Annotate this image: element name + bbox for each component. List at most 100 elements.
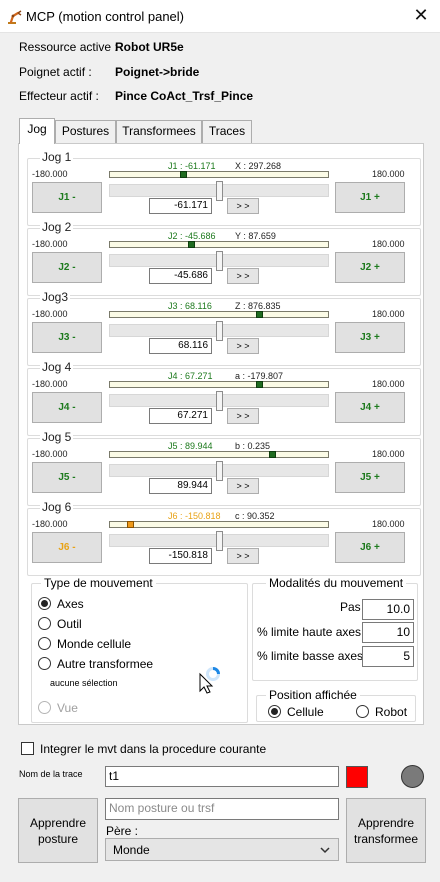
joint-position-marker	[127, 521, 134, 528]
jog-target-value[interactable]: -45.686	[149, 268, 212, 284]
high-limit-input[interactable]: 10	[362, 622, 414, 643]
jog-slider[interactable]	[109, 461, 329, 481]
jog-go-button[interactable]: > >	[227, 268, 259, 284]
radio-monde-cellule-label: Monde cellule	[57, 637, 132, 651]
radio-outil[interactable]	[38, 617, 51, 630]
jog-1-minus-button[interactable]: J1 -	[32, 182, 102, 213]
jog-5-minus-button[interactable]: J5 -	[32, 462, 102, 493]
radio-cellule-label: Cellule	[287, 705, 324, 719]
loading-spinner-icon	[206, 667, 220, 681]
jog-slider-thumb[interactable]	[216, 321, 223, 341]
jog-target-value[interactable]: 68.116	[149, 338, 212, 354]
jog-2-minus-button[interactable]: J2 -	[32, 252, 102, 283]
jog-slider[interactable]	[109, 321, 329, 341]
learn-transform-button[interactable]: Apprendre transformee	[346, 798, 426, 863]
cartesian-readout: b : 0.235	[235, 441, 271, 451]
jog-min-label: -180.000	[32, 239, 68, 249]
jog-group-2: Jog 2 -180.000 180.000 J2 - J2 + J2 : -4…	[27, 220, 421, 296]
jog-3-minus-button[interactable]: J3 -	[32, 322, 102, 353]
joint-position-bar	[109, 451, 329, 458]
radio-autre-transformee[interactable]	[38, 657, 51, 670]
effector-value: Pince CoAct_Trsf_Pince	[115, 89, 254, 103]
high-limit-label: % limite haute axes	[257, 625, 362, 639]
jog-min-label: -180.000	[32, 519, 68, 529]
joint-position-bar	[109, 171, 329, 178]
integrate-checkbox[interactable]	[21, 742, 34, 755]
tab-transformees[interactable]: Transformees	[116, 120, 202, 143]
jog-group-5: Jog 5 -180.000 180.000 J5 - J5 + J5 : 89…	[27, 430, 421, 506]
jog-slider-thumb[interactable]	[216, 531, 223, 551]
joint-position-marker	[180, 171, 187, 178]
jog-6-minus-button[interactable]: J6 -	[32, 532, 102, 563]
radio-vue	[38, 701, 51, 714]
jog-slider[interactable]	[109, 251, 329, 271]
low-limit-label: % limite basse axes	[257, 649, 364, 663]
jog-2-plus-button[interactable]: J2 +	[335, 252, 405, 283]
radio-cellule[interactable]	[268, 705, 281, 718]
radio-outil-label: Outil	[57, 617, 82, 631]
tab-traces[interactable]: Traces	[202, 120, 252, 143]
jog-go-button[interactable]: > >	[227, 478, 259, 494]
pas-input[interactable]: 10.0	[362, 599, 414, 620]
cartesian-readout: X : 297.268	[235, 161, 282, 171]
jog-4-minus-button[interactable]: J4 -	[32, 392, 102, 423]
parent-dropdown-value: Monde	[113, 843, 150, 857]
radio-monde-cellule[interactable]	[38, 637, 51, 650]
jog-max-label: 180.000	[372, 309, 405, 319]
title-bar	[0, 0, 440, 33]
jog-go-button[interactable]: > >	[227, 408, 259, 424]
jog-go-button[interactable]: > >	[227, 548, 259, 564]
wrist-label: Poignet actif :	[19, 65, 92, 79]
jog-6-plus-button[interactable]: J6 +	[335, 532, 405, 563]
radio-autre-transformee-label: Autre transformee	[57, 657, 154, 671]
parent-dropdown[interactable]: Monde	[105, 838, 339, 861]
jog-target-value[interactable]: -150.818	[149, 548, 212, 564]
radio-robot[interactable]	[356, 705, 369, 718]
jog-title: Jog 1	[40, 150, 74, 164]
posture-name-input[interactable]: Nom posture ou trsf	[105, 798, 339, 820]
jog-title: Jog 5	[40, 430, 74, 444]
jog-slider-thumb[interactable]	[216, 251, 223, 271]
jog-max-label: 180.000	[372, 169, 405, 179]
cartesian-readout: Z : 876.835	[235, 301, 281, 311]
jog-go-button[interactable]: > >	[227, 198, 259, 214]
tab-jog[interactable]: Jog	[19, 118, 55, 144]
jog-slider[interactable]	[109, 181, 329, 201]
jog-slider-thumb[interactable]	[216, 461, 223, 481]
resource-value: Robot UR5e	[115, 40, 184, 54]
radio-axes[interactable]	[38, 597, 51, 610]
jog-slider[interactable]	[109, 531, 329, 551]
jog-group-3: Jog3 -180.000 180.000 J3 - J3 + J3 : 68.…	[27, 290, 421, 366]
movement-type-title: Type de mouvement	[41, 576, 156, 590]
jog-max-label: 180.000	[372, 239, 405, 249]
joint-position-marker	[269, 451, 276, 458]
jog-slider-thumb[interactable]	[216, 391, 223, 411]
jog-5-plus-button[interactable]: J5 +	[335, 462, 405, 493]
joint-readout: J1 : -61.171	[168, 161, 216, 171]
jog-3-plus-button[interactable]: J3 +	[335, 322, 405, 353]
jog-title: Jog3	[40, 290, 71, 304]
jog-target-value[interactable]: 89.944	[149, 478, 212, 494]
jog-1-plus-button[interactable]: J1 +	[335, 182, 405, 213]
jog-target-value[interactable]: -61.171	[149, 198, 212, 214]
jog-slider-thumb[interactable]	[216, 181, 223, 201]
jog-4-plus-button[interactable]: J4 +	[335, 392, 405, 423]
jog-go-button[interactable]: > >	[227, 338, 259, 354]
trace-name-input[interactable]: t1	[105, 766, 339, 787]
jog-target-value[interactable]: 67.271	[149, 408, 212, 424]
trace-name-label: Nom de la trace	[19, 769, 83, 779]
low-limit-input[interactable]: 5	[362, 646, 414, 667]
joint-position-bar	[109, 521, 329, 528]
cartesian-readout: Y : 87.659	[235, 231, 276, 241]
joint-position-bar	[109, 311, 329, 318]
jog-min-label: -180.000	[32, 449, 68, 459]
joint-readout: J4 : 67.271	[168, 371, 213, 381]
tab-postures[interactable]: Postures	[55, 120, 116, 143]
trace-color-swatch[interactable]	[346, 766, 368, 788]
close-icon[interactable]: ✕	[413, 5, 429, 26]
jog-slider[interactable]	[109, 391, 329, 411]
no-selection-text: aucune sélection	[50, 678, 118, 688]
learn-posture-button[interactable]: Apprendre posture	[18, 798, 98, 863]
jog-title: Jog 2	[40, 220, 74, 234]
jog-title: Jog 6	[40, 500, 74, 514]
